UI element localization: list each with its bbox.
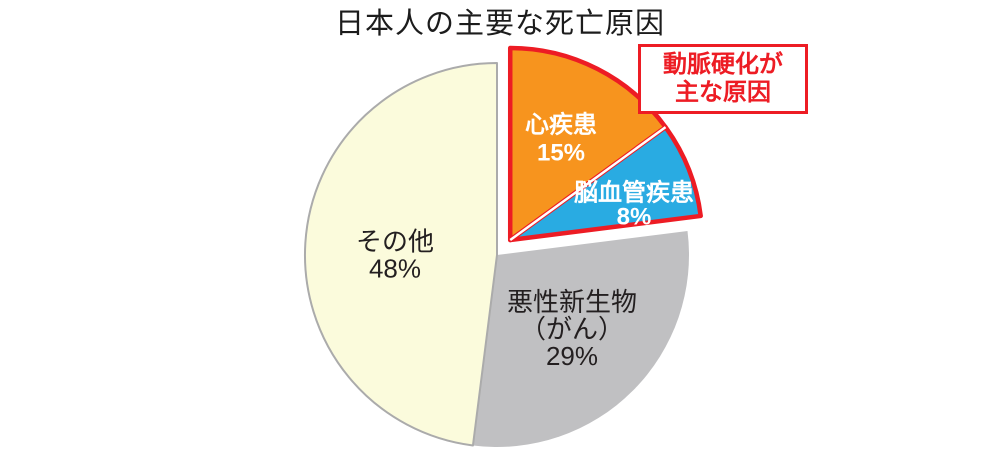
pie-label-malignant-neoplasm-cancer-line-2: （がん） (520, 314, 624, 344)
callout-line-2: 主な原因 (675, 79, 771, 106)
chart-title: 日本人の主要な死亡原因 (334, 8, 665, 40)
pie-label-malignant-neoplasm-cancer-line-3: 29% (546, 341, 598, 371)
pie-label-others-line-2: 48% (369, 254, 421, 284)
pie-label-malignant-neoplasm-cancer-line-1: 悪性新生物 (507, 287, 637, 317)
exploded-slice-separator (509, 126, 667, 242)
callout-box: 動脈硬化が 主な原因 (638, 44, 808, 114)
pie-slice-cerebrovascular-disease (507, 124, 703, 243)
pie-label-heart-disease-line-2: 15% (537, 139, 585, 166)
pie-label-cerebrovascular-disease-line-1: 脳血管疾患 (574, 178, 694, 206)
callout-line-1: 動脈硬化が (663, 50, 783, 78)
pie-slice-heart-disease (507, 45, 668, 243)
pie-label-heart-disease-line-1: 心疾患 (525, 110, 597, 138)
pie-label-others-line-1: その他 (356, 227, 434, 257)
pie-label-cerebrovascular-disease-line-2: 8% (617, 203, 652, 230)
pie-slice-malignant-neoplasm-cancer (472, 230, 690, 448)
pie-slice-others (304, 62, 498, 447)
